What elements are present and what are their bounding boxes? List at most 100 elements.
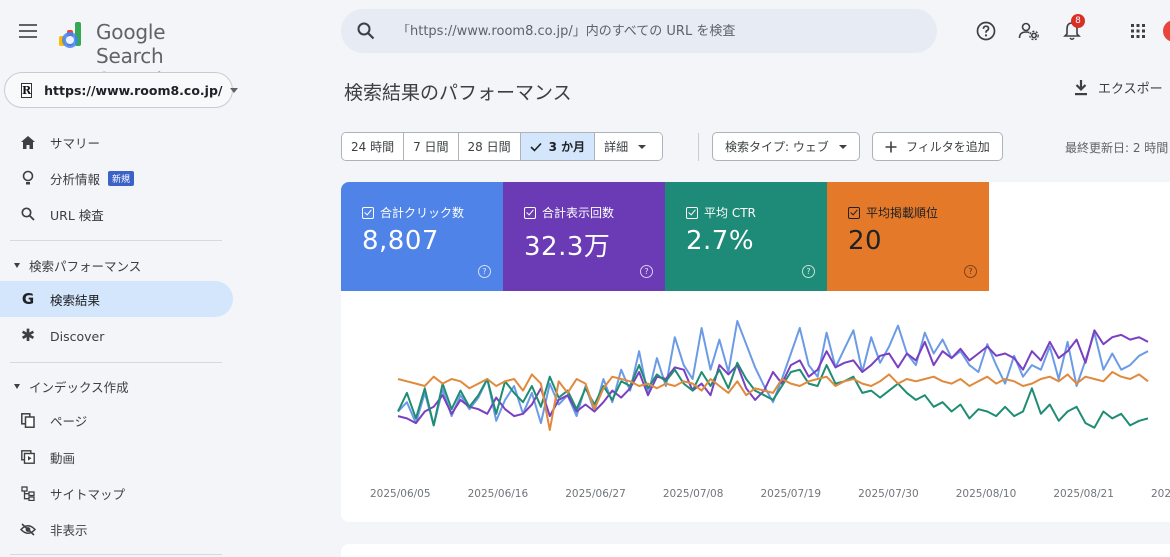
date-range-selector: 24 時間 7 日間 28 日間 3 か月 詳細: [341, 132, 664, 161]
performance-card: 合計クリック数 8,807 ? 合計表示回数 32.3万 ? 平均 CTR 2.…: [341, 182, 1170, 522]
chevron-down-icon: [638, 144, 647, 149]
asterisk-icon: ✱: [20, 326, 36, 346]
apps-grid-icon[interactable]: [1127, 20, 1149, 42]
x-axis-tick: 2025/09/01: [1151, 488, 1170, 500]
sidebar-item-video[interactable]: 動画: [0, 439, 233, 475]
sidebar-item-label: 検索結果: [50, 292, 101, 308]
sidebar-item-label: URL 検査: [50, 207, 104, 223]
new-badge: 新規: [108, 170, 135, 186]
home-icon: [20, 134, 36, 150]
plus-icon: [885, 141, 897, 152]
metric-label: 平均 CTR: [704, 206, 756, 220]
date-range-label: 28 日間: [467, 140, 511, 154]
sidebar-item-label: ページ: [50, 413, 88, 429]
metric-value: 2.7%: [686, 226, 755, 256]
checkbox-icon: [362, 206, 374, 219]
avatar[interactable]: [1163, 20, 1170, 42]
sidebar-item-label: 非表示: [50, 522, 88, 538]
metric-total-clicks[interactable]: 合計クリック数 8,807 ?: [341, 182, 503, 291]
x-axis-tick: 2025/06/05: [370, 488, 431, 500]
sidebar-divider: [10, 240, 222, 241]
metric-label: 合計表示回数: [542, 206, 615, 220]
section-indexing[interactable]: インデックス作成: [14, 377, 129, 396]
search-input[interactable]: [397, 23, 917, 39]
export-button[interactable]: エクスポー: [1074, 78, 1163, 97]
date-range-label: 24 時間: [351, 140, 395, 154]
chevron-down-icon: [230, 87, 239, 93]
section-search-performance[interactable]: 検索パフォーマンス: [14, 256, 141, 275]
checkbox-icon: [848, 206, 860, 219]
metric-label: 合計クリック数: [380, 206, 465, 220]
x-axis-tick: 2025/08/21: [1053, 488, 1114, 500]
series-line-3: [397, 371, 1149, 431]
metric-value: 32.3万: [524, 232, 611, 262]
sidebar-item-insights[interactable]: 分析情報 新規: [0, 160, 233, 196]
manage-users-icon[interactable]: [1018, 20, 1040, 42]
sidebar-item-summary[interactable]: サマリー: [0, 124, 233, 160]
chevron-down-icon: [838, 144, 847, 149]
collapse-arrow-icon: [14, 384, 20, 389]
sidebar-item-discover[interactable]: ✱ Discover: [0, 318, 233, 354]
sidebar-item-search-results[interactable]: G 検索結果: [0, 281, 233, 317]
property-url: https://www.room8.co.jp/: [44, 82, 223, 98]
google-g-icon: G: [21, 290, 35, 308]
checkbox-icon: [524, 206, 536, 219]
metric-average-position[interactable]: 平均掲載順位 20 ?: [827, 182, 989, 291]
sidebar-item-removals[interactable]: 非表示: [0, 511, 233, 547]
export-label: エクスポー: [1098, 82, 1163, 97]
x-axis-tick: 2025/07/08: [663, 488, 724, 500]
metric-total-impressions[interactable]: 合計表示回数 32.3万 ?: [503, 182, 665, 291]
notification-badge: 8: [1071, 14, 1085, 28]
date-range-label: 詳細: [604, 140, 629, 154]
date-range-3m[interactable]: 3 か月: [520, 133, 596, 160]
section-label: インデックス作成: [29, 380, 129, 395]
sidebar-divider: [10, 554, 222, 555]
property-selector[interactable]: R https://www.room8.co.jp/: [4, 72, 239, 108]
x-axis-tick: 2025/08/10: [956, 488, 1017, 500]
help-icon[interactable]: ?: [640, 265, 653, 278]
sidebar: Google Search Console R https://www.room…: [0, 0, 239, 557]
help-icon[interactable]: ?: [964, 265, 977, 278]
metric-value: 20: [848, 226, 883, 256]
menu-icon[interactable]: [16, 20, 40, 44]
help-icon[interactable]: ?: [478, 265, 491, 278]
x-axis-tick: 2025/06/16: [468, 488, 529, 500]
x-axis-tick: 2025/07/30: [858, 488, 919, 500]
date-range-custom[interactable]: 詳細: [595, 133, 663, 160]
date-range-7d[interactable]: 7 日間: [404, 133, 459, 160]
sidebar-item-label: 分析情報: [50, 171, 101, 187]
metric-average-ctr[interactable]: 平均 CTR 2.7% ?: [665, 182, 827, 291]
x-axis-tick: 2025/07/19: [761, 488, 822, 500]
search-icon: [20, 206, 36, 222]
sidebar-item-label: サイトマップ: [50, 486, 126, 502]
search-type-dropdown[interactable]: 検索タイプ: ウェブ: [712, 132, 860, 161]
search-icon: [357, 22, 375, 40]
series-line-2: [397, 361, 1149, 429]
performance-chart: 2025/06/05 2025/06/16 2025/06/27 2025/07/08…: [370, 320, 1170, 500]
date-range-28d[interactable]: 28 日間: [458, 133, 521, 160]
sidebar-item-pages[interactable]: ページ: [0, 402, 233, 438]
checkmark-icon: [530, 142, 542, 152]
sidebar-item-url-inspection[interactable]: URL 検査: [0, 196, 233, 232]
date-range-24h[interactable]: 24 時間: [342, 133, 405, 160]
metric-label: 平均掲載順位: [866, 206, 939, 220]
page-title: 検索結果のパフォーマンス: [344, 82, 572, 104]
help-icon[interactable]: ?: [802, 265, 815, 278]
queries-card: [341, 544, 1170, 557]
series-line-1: [397, 329, 1149, 425]
pages-icon: [20, 412, 36, 428]
property-favicon: R: [21, 82, 33, 98]
checkbox-icon: [686, 206, 698, 219]
add-filter-button[interactable]: フィルタを追加: [872, 132, 1003, 161]
metric-value: 8,807: [362, 226, 439, 256]
date-range-label: 7 日間: [413, 140, 449, 154]
sitemap-icon: [20, 485, 36, 501]
help-icon[interactable]: [975, 20, 997, 42]
url-inspection-search[interactable]: [341, 9, 937, 53]
sidebar-item-label: Discover: [50, 328, 105, 344]
sidebar-item-sitemaps[interactable]: サイトマップ: [0, 475, 233, 511]
collapse-arrow-icon: [14, 263, 20, 268]
search-console-logo: [59, 22, 81, 48]
sidebar-item-label: 動画: [50, 450, 76, 466]
video-icon: [20, 449, 36, 465]
